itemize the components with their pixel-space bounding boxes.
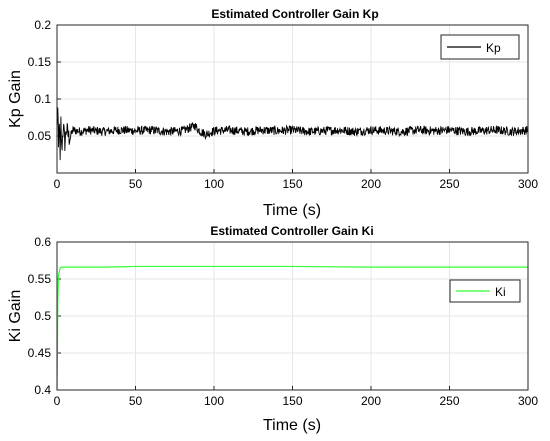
kp-legend-label: Kp	[486, 41, 501, 55]
ki-legend: Ki	[449, 279, 521, 303]
ki-x-tick-label: 250	[439, 394, 459, 408]
kp-y-tick-label: 0.2	[34, 18, 51, 32]
ki-y-tick-label: 0.4	[34, 383, 51, 397]
kp-legend: Kp	[440, 34, 520, 60]
kp-x-tick-label: 250	[439, 177, 459, 191]
kp-x-tick-label: 0	[54, 177, 61, 191]
kp-chart-title: Estimated Controller Gain Kp	[211, 7, 378, 21]
kp-x-tick-label: 150	[282, 177, 302, 191]
kp-y-axis-label: Kp Gain	[7, 70, 24, 128]
ki-chart: Estimated Controller Gain Ki 0.40.450.50…	[7, 224, 538, 434]
kp-x-axis-label: Time (s)	[263, 202, 321, 219]
ki-x-tick-label: 100	[204, 394, 224, 408]
ki-y-axis-label: Ki Gain	[7, 290, 24, 342]
kp-y-tick-label: 0.05	[28, 129, 52, 143]
ki-y-ticks: 0.4 0.45 0.5 0.55 0.6	[28, 235, 61, 397]
ki-y-tick-label: 0.6	[34, 235, 51, 249]
ki-plot-frame	[56, 241, 529, 391]
ki-x-tick-label: 50	[129, 394, 143, 408]
kp-x-tick-label: 100	[204, 177, 224, 191]
ki-x-ticks: 0 50 100 150 200 250 300	[54, 386, 538, 408]
ki-series-line	[56, 265, 528, 391]
kp-y-tick-label: 0.15	[28, 55, 52, 69]
kp-y-ticks: 0.05 0.1 0.15 0.2	[28, 18, 61, 143]
ki-series	[56, 265, 528, 391]
ki-y-tick-label: 0.5	[34, 309, 51, 323]
ki-y-tick-label: 0.45	[28, 346, 52, 360]
ki-chart-title: Estimated Controller Gain Ki	[210, 224, 373, 238]
ki-legend-label: Ki	[495, 285, 506, 299]
kp-x-tick-label: 300	[518, 177, 538, 191]
kp-plot-frame	[56, 24, 529, 174]
kp-chart: Estimated Controller Gain Kp 0.05 0.1 0.15…	[7, 7, 538, 219]
ki-x-tick-label: 0	[54, 394, 61, 408]
kp-series	[56, 107, 529, 161]
kp-x-tick-label: 200	[361, 177, 381, 191]
kp-x-tick-label: 50	[129, 177, 143, 191]
kp-y-tick-label: 0.1	[34, 92, 51, 106]
kp-series-line	[56, 107, 529, 161]
ki-y-tick-label: 0.55	[28, 272, 52, 286]
ki-x-tick-label: 150	[282, 394, 302, 408]
ki-x-axis-label: Time (s)	[263, 417, 321, 434]
ki-x-tick-label: 200	[361, 394, 381, 408]
ki-x-tick-label: 300	[518, 394, 538, 408]
kp-x-ticks: 0 50 100 150 200 250 300	[54, 169, 538, 191]
